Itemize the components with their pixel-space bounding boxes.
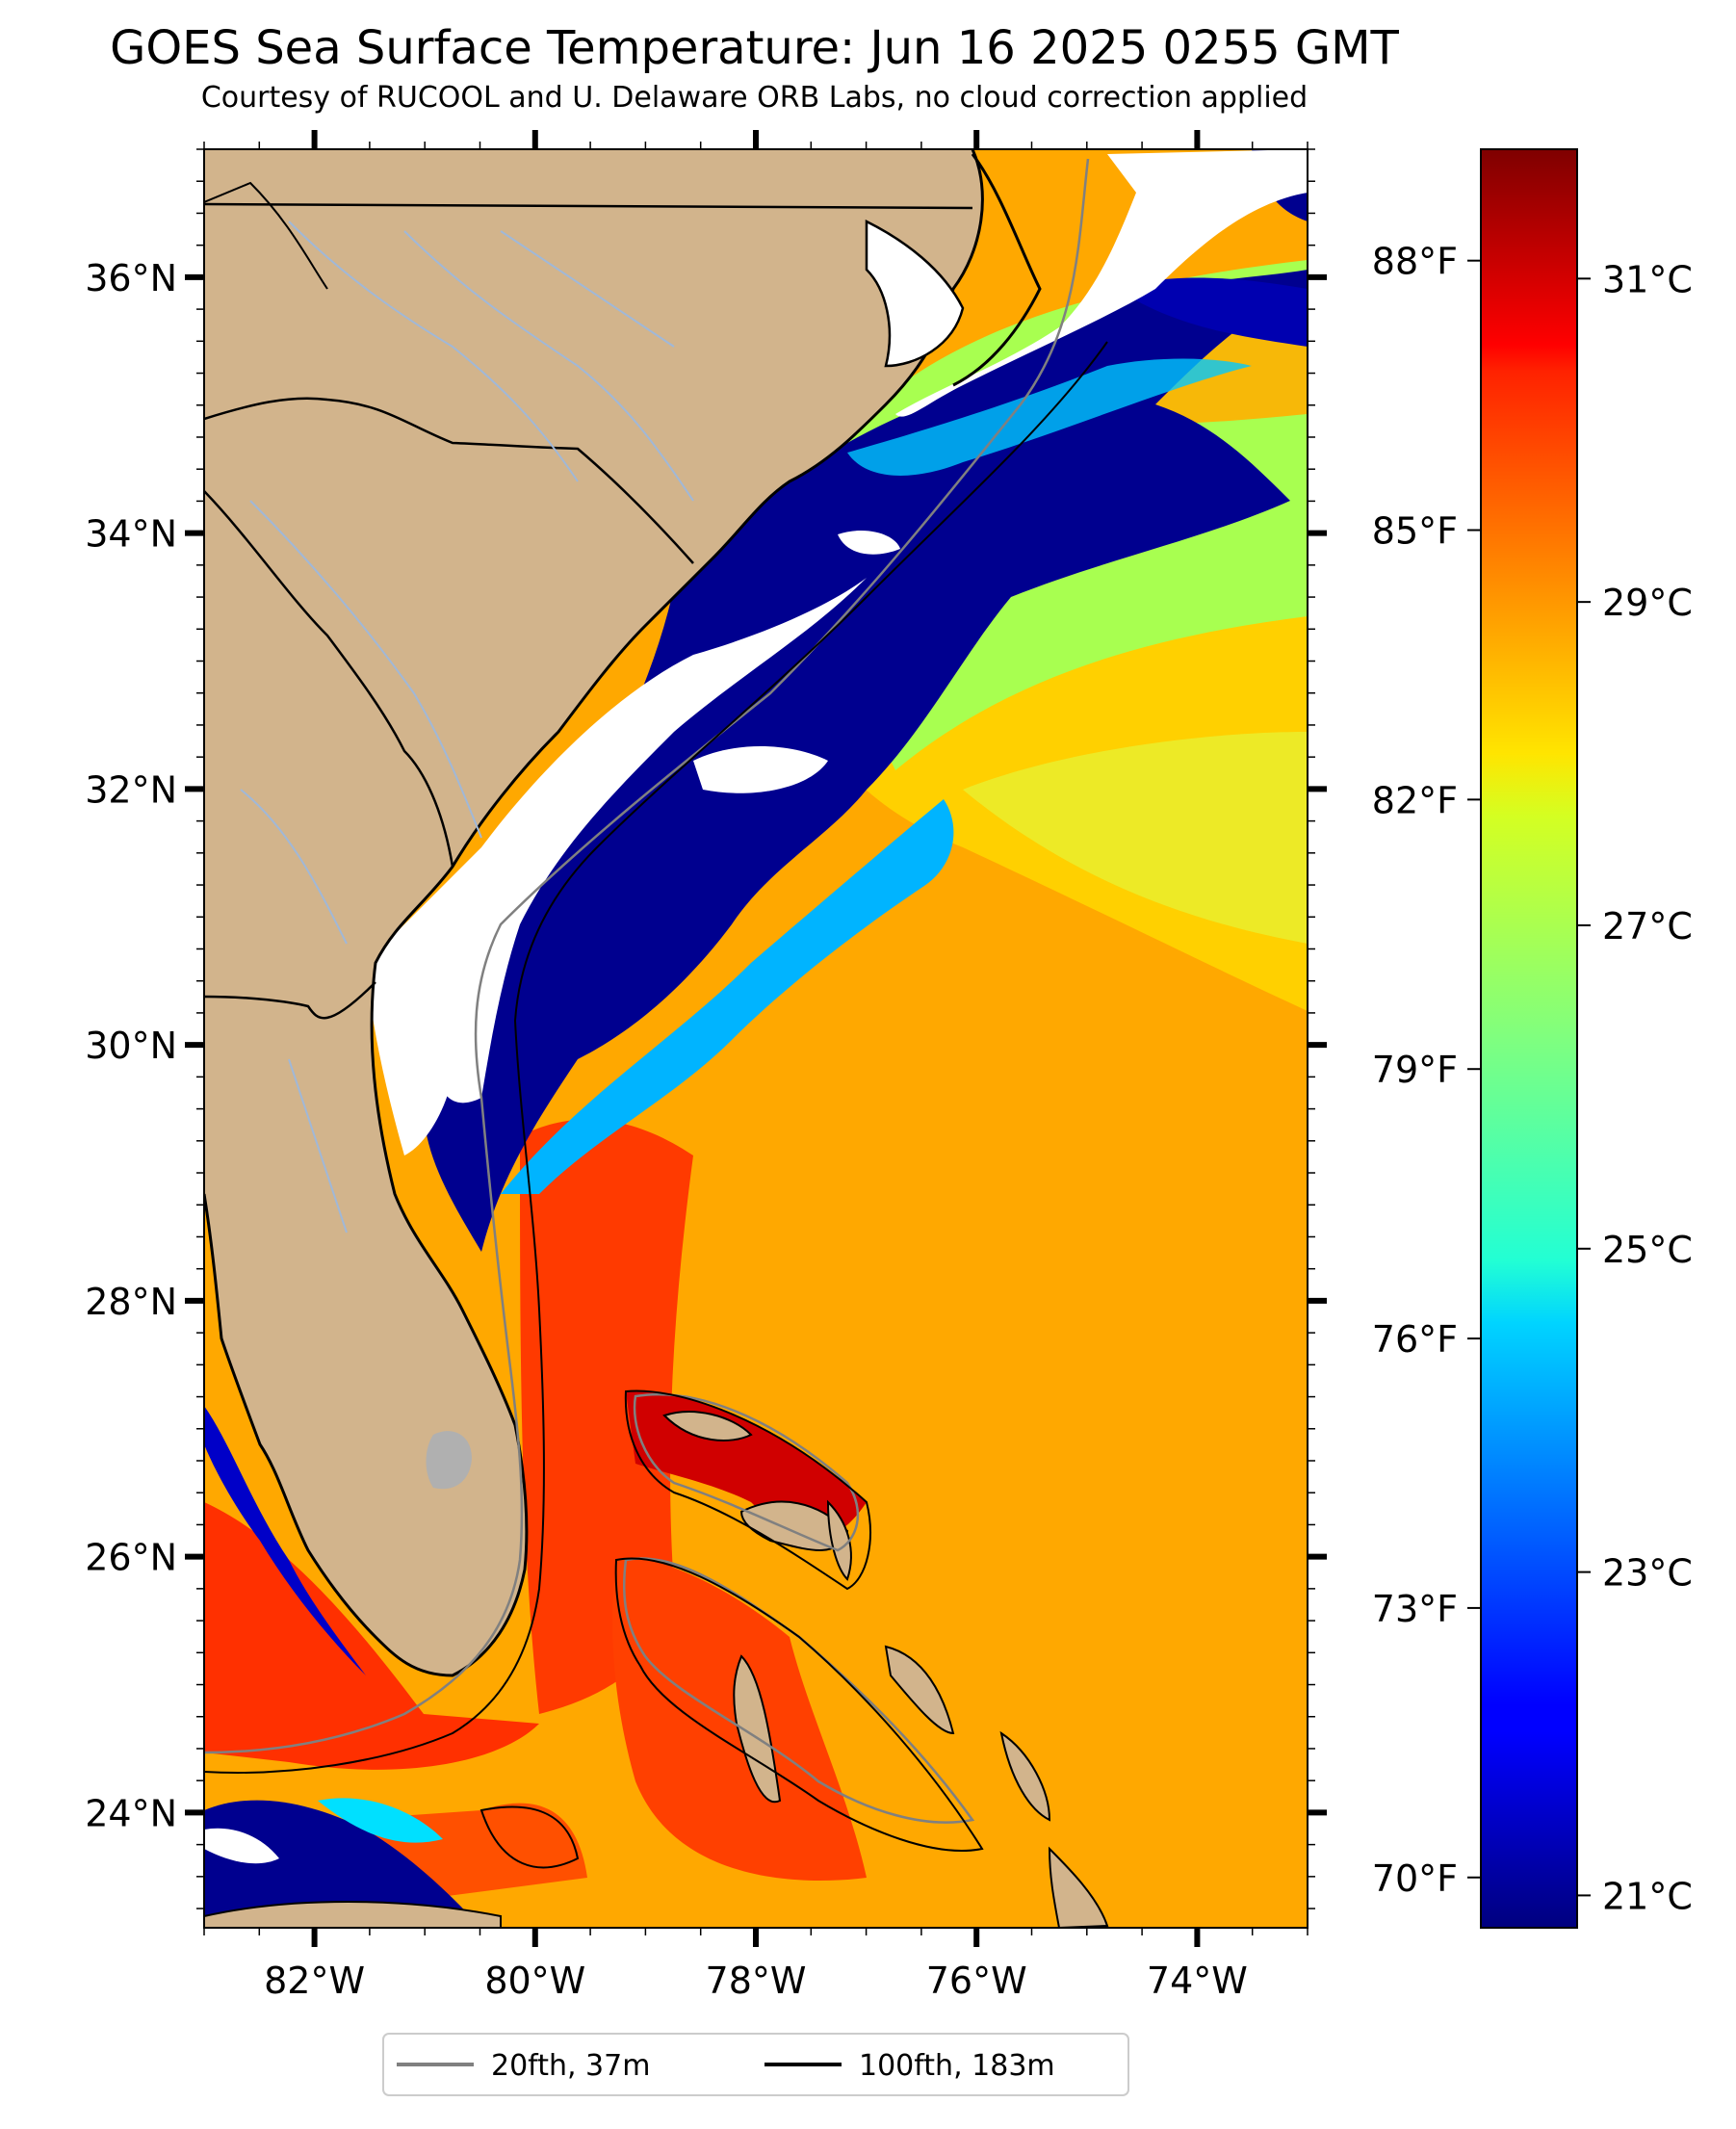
lon-tick-label: 80°W — [484, 1960, 585, 2002]
contour-100fth-little-bahama-bank — [624, 1389, 871, 1591]
lat-tick-label: 28°N — [85, 1281, 177, 1323]
pamlico-sound — [865, 219, 965, 368]
map-subtitle: Courtesy of RUCOOL and U. Delaware ORB L… — [200, 81, 1308, 115]
ne-blue-band — [1117, 277, 1308, 347]
land-andros — [733, 1654, 782, 1804]
lat-tick-label: 30°N — [85, 1025, 177, 1067]
fahrenheit-tick-label: 82°F — [1372, 779, 1458, 821]
ocean-lime-band — [963, 732, 1308, 944]
land-abaco — [826, 1499, 852, 1581]
colorbar — [1480, 148, 1578, 1929]
lake-okeechobee — [426, 1431, 472, 1490]
florida-west-coast-cool — [204, 1406, 366, 1675]
celsius-tick-label: 21°C — [1602, 1875, 1693, 1917]
lon-tick-label: 82°W — [264, 1960, 365, 2002]
contour-20fth-little-bahama-bank — [633, 1392, 860, 1552]
fahrenheit-tick-label: 70°F — [1372, 1857, 1458, 1900]
cloud-shelf-florida — [366, 847, 481, 1155]
river-2 — [403, 230, 694, 502]
celsius-tick-label: 25°C — [1602, 1229, 1693, 1271]
cyan-front — [501, 799, 954, 1194]
coastline — [204, 149, 984, 1677]
land-eleuthera — [884, 1645, 955, 1735]
fahrenheit-tick-label: 79°F — [1372, 1049, 1458, 1091]
river-4 — [249, 500, 482, 839]
border-va-nc — [204, 202, 973, 210]
land-mainland — [204, 149, 983, 1675]
lat-tick-label: 24°N — [85, 1792, 177, 1834]
colorbar-axes: 31°C 29°C 27°C 25°C 23°C 21°C 88°F 85°F 82°F 79°F… — [1372, 241, 1693, 1918]
cool-shelf-water — [424, 270, 1308, 1252]
lat-tick-label: 36°N — [85, 257, 177, 299]
lat-tick-label: 34°N — [85, 513, 177, 556]
celsius-tick-label: 23°C — [1602, 1552, 1693, 1595]
outer-banks-coast — [952, 153, 1042, 387]
celsius-tick-label: 27°C — [1602, 905, 1693, 948]
sw-cyan-patch — [318, 1798, 443, 1843]
cloud-patch-sw — [204, 1828, 279, 1864]
land-exumas — [999, 1730, 1051, 1822]
contour-20fth — [204, 158, 1090, 1754]
river-1 — [288, 221, 579, 482]
border-nc-sc — [204, 397, 694, 564]
map-title: GOES Sea Surface Temperature: Jun 16 202… — [110, 21, 1399, 75]
border-nc-tn — [204, 181, 328, 290]
legend — [382, 2033, 1129, 2096]
river-6 — [288, 1058, 348, 1233]
contour-100fth-great-bahama-bank — [614, 1557, 984, 1852]
river-5 — [240, 789, 348, 945]
fahrenheit-tick-label: 88°F — [1372, 241, 1458, 283]
lon-tick-label: 78°W — [706, 1960, 807, 2002]
celsius-tick-label: 31°C — [1602, 258, 1693, 300]
celsius-tick-label: 29°C — [1602, 582, 1693, 624]
land-abaco-north — [662, 1411, 753, 1441]
border-sc-ga — [204, 490, 454, 868]
lat-tick-label: 26°N — [85, 1537, 177, 1579]
cloud-patch-1 — [693, 746, 828, 793]
legend-label-20fth: 20fth, 37m — [491, 2049, 650, 2083]
river-3 — [500, 230, 675, 348]
cloud-patch-2 — [838, 530, 900, 555]
legend-label-100fth: 100fth, 183m — [859, 2049, 1055, 2083]
fahrenheit-tick-label: 76°F — [1372, 1318, 1458, 1361]
lat-tick-label: 32°N — [85, 768, 177, 811]
lon-tick-label: 74°W — [1147, 1960, 1248, 2002]
land-cuba — [204, 1901, 502, 1928]
sw-cool-patch — [204, 1800, 481, 1928]
cyan-front-north — [847, 358, 1252, 476]
lon-tick-label: 76°W — [926, 1960, 1027, 2002]
cloud-outer-banks — [895, 149, 1308, 417]
sst-map — [204, 149, 1308, 1928]
border-ga-fl — [204, 981, 376, 1020]
land-long-island — [1048, 1846, 1109, 1928]
fahrenheit-tick-label: 85°F — [1372, 510, 1458, 553]
contour-100fth-cay-sal — [479, 1805, 580, 1869]
map-axes: 36°N 34°N 32°N 30°N 28°N 26°N 24°N 82°W 80°W 78°W… — [85, 130, 1327, 2002]
contour-100fth — [204, 341, 1108, 1774]
fahrenheit-tick-label: 73°F — [1372, 1588, 1458, 1630]
